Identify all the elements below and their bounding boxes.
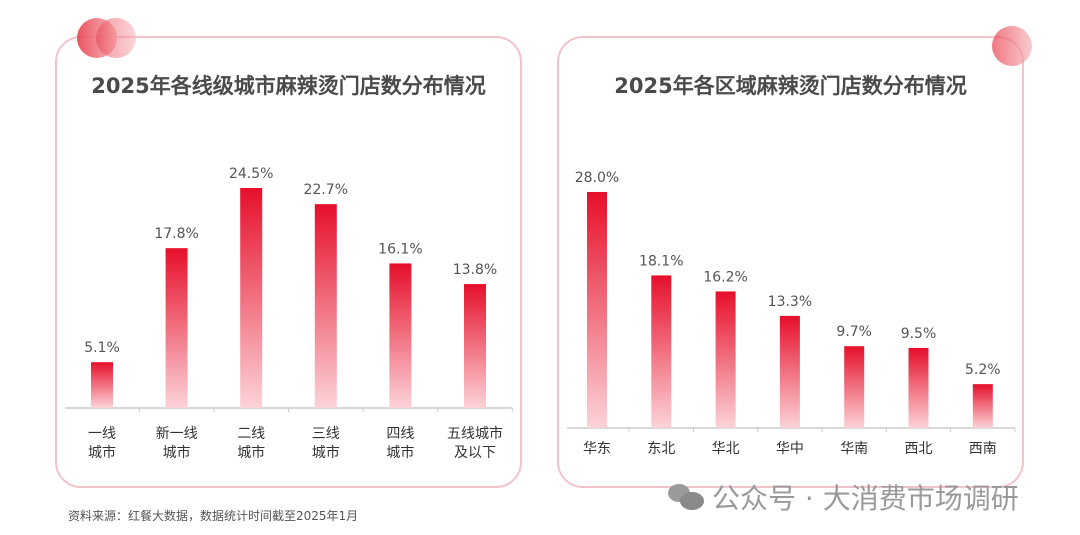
bar — [715, 291, 736, 428]
category-label: 华北 — [712, 441, 740, 457]
bar — [972, 384, 993, 428]
watermark: 公众号 · 大消费市场调研 — [668, 477, 1019, 517]
category-label: 华东 — [583, 441, 611, 457]
data-label: 13.8% — [453, 262, 497, 278]
category-label: 东北 — [647, 441, 675, 457]
decorative-circle — [992, 26, 1032, 66]
category-label: 新一线 — [156, 426, 198, 442]
category-label: 五线城市 — [447, 425, 503, 442]
chart-title: 2025年各区域麻辣烫门店数分布情况 — [614, 74, 967, 98]
category-label: 城市 — [88, 444, 116, 461]
category-label: 三线 — [312, 426, 340, 442]
data-label: 5.1% — [84, 340, 120, 356]
category-label: 城市 — [312, 444, 340, 461]
bar — [908, 347, 929, 428]
bar — [779, 315, 800, 428]
bar — [651, 275, 672, 428]
bar — [314, 204, 337, 408]
chart-title: 2025年各线级城市麻辣烫门店数分布情况 — [91, 74, 486, 98]
data-label: 13.3% — [768, 294, 812, 310]
data-label: 17.8% — [154, 226, 198, 242]
data-label: 22.7% — [304, 182, 348, 198]
decorative-circle — [96, 18, 136, 58]
category-label: 华南 — [840, 441, 868, 457]
category-label: 西南 — [969, 441, 997, 457]
data-label: 16.2% — [703, 269, 747, 285]
category-label: 城市 — [237, 444, 265, 461]
bar — [844, 346, 865, 428]
category-label: 城市 — [386, 444, 414, 461]
category-label: 一线 — [88, 426, 116, 442]
category-label: 四线 — [386, 426, 414, 442]
wechat-icon — [668, 484, 704, 510]
data-label: 9.7% — [836, 324, 872, 340]
data-label: 28.0% — [575, 170, 619, 186]
city-tier-chart-panel: 2025年各线级城市麻辣烫门店数分布情况 — [55, 36, 522, 488]
data-label: 24.5% — [229, 166, 273, 182]
data-label: 18.1% — [639, 253, 683, 269]
bar — [240, 187, 263, 408]
data-label: 5.2% — [965, 362, 1001, 378]
source-note: 资料来源：红餐大数据，数据统计时间截至2025年1月 — [68, 509, 359, 523]
bar — [165, 248, 188, 408]
watermark-text: 公众号 · 大消费市场调研 — [712, 482, 1019, 515]
bar — [91, 362, 113, 408]
category-label: 及以下 — [454, 445, 496, 461]
bar — [389, 263, 412, 408]
data-label: 16.1% — [378, 241, 422, 257]
category-label: 城市 — [163, 444, 191, 461]
data-label: 9.5% — [901, 326, 937, 342]
category-label: 华中 — [776, 441, 804, 457]
category-label: 西北 — [905, 441, 933, 457]
bar — [587, 191, 607, 428]
category-label: 二线 — [237, 426, 265, 442]
bar — [464, 284, 486, 408]
